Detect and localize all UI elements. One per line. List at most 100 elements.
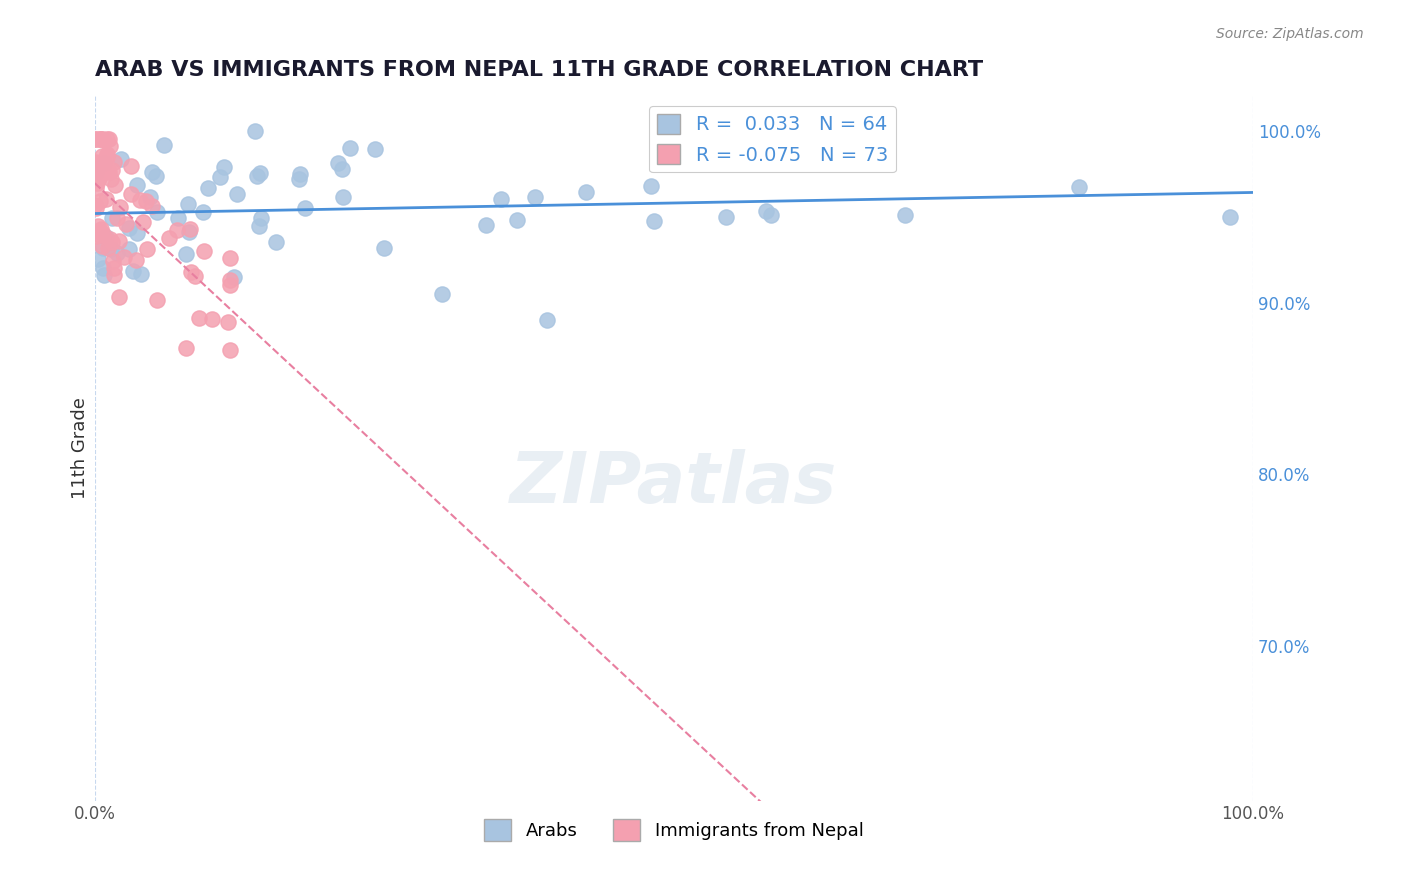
Point (177, 225, 200, 239)
Point (98, 232, 121, 246)
Text: ARAB VS IMMIGRANTS FROM NEPAL 11TH GRADE CORRELATION CHART: ARAB VS IMMIGRANTS FROM NEPAL 11TH GRADE… (94, 60, 983, 79)
Point (373, 241, 395, 255)
Text: Source: ZipAtlas.com: Source: ZipAtlas.com (1216, 27, 1364, 41)
Point (103, 155, 125, 169)
Point (108, 290, 131, 304)
Point (247, 219, 270, 233)
Point (118, 243, 141, 257)
Point (1069, 179, 1091, 194)
Point (96, 132, 118, 146)
Point (643, 214, 665, 228)
Point (86, 219, 108, 233)
Point (97, 132, 120, 146)
Point (166, 223, 188, 237)
Point (742, 143, 765, 157)
Point (183, 268, 205, 283)
Y-axis label: 11th Grade: 11th Grade (72, 398, 89, 500)
Point (129, 267, 152, 281)
Point (146, 205, 169, 219)
Point (201, 312, 224, 326)
Point (125, 226, 148, 240)
Point (1219, 210, 1241, 224)
Point (84, 132, 107, 146)
Point (104, 178, 127, 192)
Point (174, 247, 197, 261)
Point (219, 273, 242, 287)
Point (91, 227, 114, 242)
Point (107, 211, 129, 225)
Legend: R =  0.033   N = 64, R = -0.075   N = 73: R = 0.033 N = 64, R = -0.075 N = 73 (650, 106, 896, 172)
Point (89, 132, 111, 146)
Point (266, 235, 288, 250)
Point (96, 150, 118, 164)
Point (326, 156, 349, 170)
Point (640, 178, 662, 193)
Point (118, 220, 141, 235)
Point (86, 155, 108, 169)
Point (125, 252, 148, 267)
Point (139, 190, 162, 204)
Point (226, 187, 249, 202)
Point (89, 132, 111, 146)
Point (90, 221, 112, 235)
Point (93, 156, 115, 170)
Point (180, 265, 202, 279)
Point (716, 210, 738, 224)
Point (249, 166, 271, 180)
Point (105, 246, 128, 260)
Point (193, 244, 215, 259)
Point (91, 132, 114, 146)
Point (177, 196, 200, 211)
Point (218, 343, 240, 357)
Point (132, 215, 155, 229)
Point (84, 132, 107, 146)
Text: ZIPatlas: ZIPatlas (510, 450, 838, 518)
Point (108, 200, 131, 214)
Point (90, 132, 112, 146)
Point (90, 149, 112, 163)
Point (86, 161, 108, 176)
Point (110, 153, 132, 167)
Point (91, 238, 114, 252)
Point (96, 192, 118, 206)
Point (96, 149, 118, 163)
Point (191, 205, 214, 219)
Point (89, 170, 111, 185)
Point (103, 268, 125, 283)
Point (97, 165, 120, 179)
Point (197, 180, 219, 194)
Point (153, 138, 176, 153)
Point (112, 250, 135, 264)
Point (122, 264, 145, 278)
Point (115, 217, 138, 231)
Point (157, 230, 180, 244)
Point (141, 164, 163, 178)
Point (97, 164, 120, 178)
Point (100, 172, 122, 186)
Point (101, 253, 124, 268)
Point (243, 124, 266, 138)
Point (96, 147, 118, 161)
Point (101, 235, 124, 249)
Point (287, 172, 309, 186)
Point (166, 211, 188, 226)
Point (91, 241, 114, 255)
Point (101, 163, 124, 178)
Point (894, 208, 917, 222)
Point (136, 242, 159, 256)
Point (145, 169, 167, 184)
Point (489, 192, 512, 206)
Point (212, 161, 235, 175)
Point (91, 260, 114, 275)
Point (217, 315, 239, 329)
Point (84, 165, 107, 179)
Point (120, 160, 142, 174)
Point (523, 190, 546, 204)
Point (294, 201, 316, 215)
Point (219, 252, 242, 266)
Point (94, 230, 117, 244)
Point (174, 341, 197, 355)
Point (330, 162, 353, 177)
Point (761, 208, 783, 222)
Point (89, 228, 111, 243)
